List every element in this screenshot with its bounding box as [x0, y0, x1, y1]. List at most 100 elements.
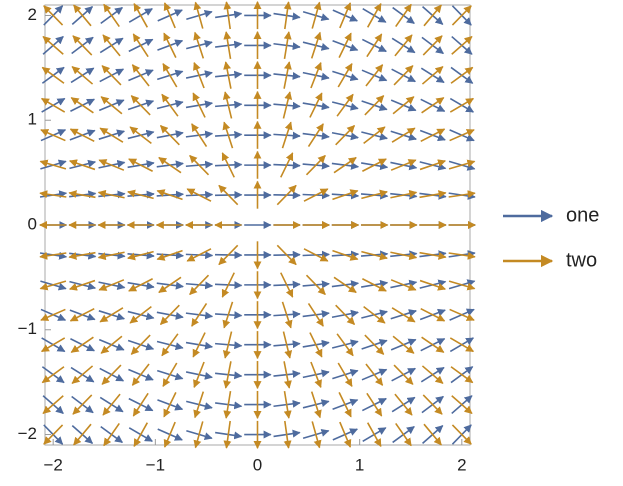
arrow — [451, 35, 473, 55]
arrow — [283, 1, 292, 30]
arrow — [338, 32, 352, 58]
arrow — [280, 152, 294, 178]
arrow — [156, 189, 183, 201]
arrow — [99, 307, 124, 323]
arrow — [419, 251, 447, 260]
arrow — [189, 154, 210, 176]
arrow — [395, 3, 412, 28]
arrow — [390, 251, 418, 261]
arrow — [309, 92, 323, 118]
arrow — [366, 33, 383, 58]
arrow — [390, 159, 417, 171]
arrow — [392, 96, 415, 115]
arrow — [390, 189, 418, 199]
arrow — [100, 335, 123, 354]
arrow — [43, 5, 64, 26]
arrow — [448, 190, 476, 199]
arrow — [162, 362, 178, 388]
arrow — [40, 97, 66, 113]
arrow — [419, 159, 446, 171]
arrow — [421, 365, 444, 384]
arrow — [361, 189, 388, 200]
arrow — [423, 4, 442, 27]
arrow — [222, 301, 234, 329]
x-tick-label: 2 — [457, 455, 466, 474]
arrow — [339, 2, 352, 29]
arrow — [450, 366, 474, 384]
arrow — [99, 127, 124, 143]
arrow — [162, 62, 178, 88]
arrow — [333, 276, 357, 294]
arrow — [193, 31, 205, 59]
arrow — [70, 336, 94, 353]
arrow — [281, 121, 293, 149]
y-tick-label: 2 — [28, 5, 37, 24]
arrow — [101, 364, 122, 385]
arrow — [72, 394, 93, 415]
arrow — [423, 423, 442, 446]
arrow — [394, 34, 413, 57]
arrow — [310, 361, 322, 389]
arrow — [421, 336, 445, 353]
arrow — [364, 95, 385, 116]
arrow — [419, 279, 446, 291]
arrow — [366, 422, 382, 448]
legend-label: two — [566, 249, 597, 271]
arrow — [337, 362, 353, 388]
arrow — [98, 279, 125, 291]
arrow — [41, 66, 65, 84]
arrow — [43, 424, 64, 445]
arrow — [218, 244, 239, 266]
arrow — [69, 128, 95, 143]
arrow — [420, 307, 446, 322]
arrow — [158, 276, 182, 294]
arrow — [307, 123, 324, 147]
arrow — [193, 421, 204, 449]
arrow — [192, 92, 206, 118]
arrow — [71, 365, 94, 384]
arrow — [223, 391, 232, 419]
arrow — [449, 129, 475, 142]
arrow — [361, 250, 388, 261]
arrow — [103, 422, 120, 447]
arrow — [186, 248, 212, 262]
arrow — [365, 363, 384, 386]
arrow — [163, 32, 177, 58]
arrow — [419, 190, 447, 199]
arrow — [129, 305, 152, 324]
arrow — [283, 361, 292, 389]
arrow — [333, 156, 357, 174]
arrow — [133, 2, 149, 28]
vector-field — [39, 1, 476, 449]
arrow — [307, 303, 324, 327]
arrow — [283, 61, 292, 89]
arrow — [42, 395, 64, 415]
arrow — [338, 392, 352, 418]
arrow — [421, 97, 445, 114]
arrow — [71, 66, 94, 85]
arrow — [335, 125, 356, 146]
arrow — [390, 279, 417, 291]
arrow — [332, 249, 359, 261]
arrow — [311, 1, 322, 29]
arrow — [97, 189, 125, 199]
arrow — [163, 421, 176, 448]
arrow — [362, 278, 387, 292]
arrow — [131, 363, 150, 386]
arrow — [133, 422, 149, 448]
arrow — [69, 159, 96, 171]
arrow — [449, 308, 475, 321]
arrow — [97, 251, 125, 261]
arrow — [129, 126, 152, 145]
x-tick-label: 0 — [253, 455, 262, 474]
arrow — [448, 280, 476, 291]
arrow — [39, 190, 67, 199]
arrow — [128, 278, 153, 292]
arrow — [451, 5, 472, 26]
arrow — [98, 159, 125, 171]
arrow — [159, 125, 180, 146]
arrow — [391, 127, 416, 143]
arrow — [276, 184, 297, 206]
arrow — [39, 159, 67, 170]
arrow — [158, 156, 182, 174]
